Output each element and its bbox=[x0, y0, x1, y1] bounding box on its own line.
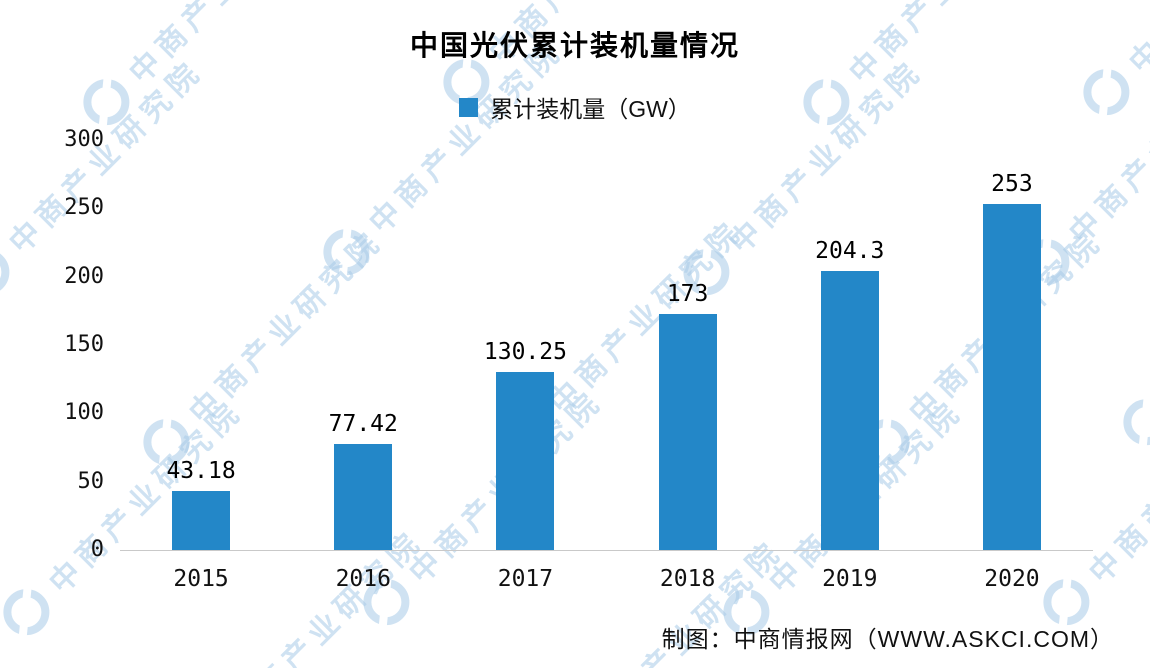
bar-2020 bbox=[982, 204, 1041, 550]
bar-value-label: 77.42 bbox=[328, 411, 398, 438]
bar-2015 bbox=[172, 491, 231, 550]
watermark-logo-icon bbox=[1123, 394, 1150, 446]
bar-value-label: 204.3 bbox=[815, 237, 885, 264]
y-tick: 100 bbox=[64, 400, 104, 426]
bar-value-label: 43.18 bbox=[166, 458, 236, 484]
bar-value-label: 173 bbox=[666, 280, 709, 307]
credit-text: 制图：中商情报网（WWW.ASKCI.COM） bbox=[661, 626, 1114, 652]
y-tick: 250 bbox=[64, 195, 104, 221]
x-tick-2015: 2015 bbox=[173, 566, 229, 592]
x-tick-2019: 2019 bbox=[822, 566, 878, 592]
chart-title: 中国光伏累计装机量情况 bbox=[409, 30, 740, 61]
legend-swatch bbox=[459, 97, 479, 117]
bar-value-label: 130.25 bbox=[483, 339, 567, 365]
x-tick-2017: 2017 bbox=[497, 566, 554, 592]
y-tick: 0 bbox=[90, 536, 104, 562]
x-axis: 2015 2016 2017 2018 2019 2020 bbox=[120, 566, 1093, 592]
x-tick-2016: 2016 bbox=[335, 566, 391, 592]
watermark-logo-icon bbox=[0, 249, 10, 296]
bar-group: 253 bbox=[931, 140, 1093, 550]
bar-2018 bbox=[658, 313, 717, 550]
y-tick: 50 bbox=[77, 468, 105, 494]
y-axis: 300 250 200 150 100 50 0 bbox=[52, 129, 104, 561]
bar-group: 130.25 bbox=[444, 140, 606, 550]
y-tick: 150 bbox=[64, 331, 104, 357]
y-tick: 200 bbox=[64, 263, 104, 289]
watermark-logo-icon bbox=[3, 584, 50, 636]
bar-group: 77.42 bbox=[282, 140, 444, 550]
bar-value-label: 253 bbox=[991, 171, 1033, 198]
legend: 累计装机量（GW） bbox=[0, 90, 1150, 124]
bar-2017 bbox=[496, 372, 555, 550]
x-tick-2018: 2018 bbox=[659, 566, 716, 592]
bar-2016 bbox=[334, 444, 393, 550]
plot-area: 43.18 77.42 130.25 173 204.3 253 bbox=[120, 140, 1093, 551]
bar-2019 bbox=[820, 270, 879, 550]
bar-group: 173 bbox=[607, 140, 769, 550]
bar-group: 43.18 bbox=[120, 140, 282, 550]
watermark: 中商产业研究院 bbox=[1108, 194, 1150, 461]
y-tick: 300 bbox=[64, 127, 104, 152]
bar-group: 204.3 bbox=[769, 140, 931, 550]
legend-label: 累计装机量（GW） bbox=[490, 96, 691, 122]
x-tick-2020: 2020 bbox=[984, 566, 1040, 592]
